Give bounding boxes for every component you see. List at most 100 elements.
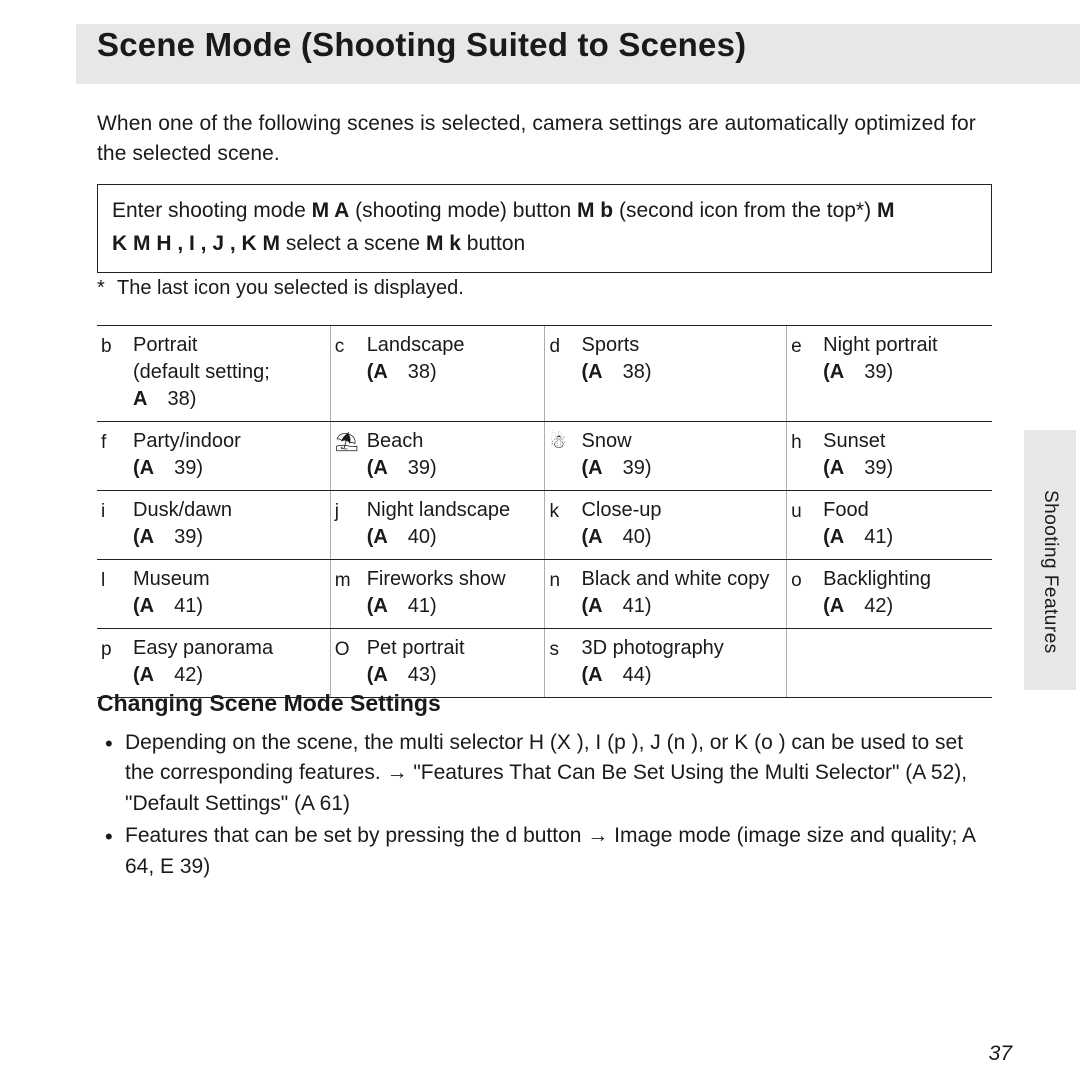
scene-cell: nBlack and white copy(A 41) <box>544 560 786 628</box>
side-section-tab: Shooting Features <box>1024 430 1076 690</box>
scene-cell-body: Landscape(A 38) <box>367 332 541 413</box>
scene-name: Food <box>823 497 984 524</box>
scene-icon: ⛱ <box>335 428 367 482</box>
scene-page-ref: (A 39) <box>367 455 537 482</box>
list-item: Depending on the scene, the multi select… <box>97 728 992 819</box>
scene-cell-body: Food(A 41) <box>823 497 988 551</box>
scene-name: Sports <box>581 332 778 359</box>
scene-cell: dSports(A 38) <box>544 326 786 421</box>
scene-name: Backlighting <box>823 566 984 593</box>
asterisk-icon: * <box>97 277 117 300</box>
scene-icon: c <box>335 332 367 413</box>
scene-name: Snow <box>581 428 778 455</box>
side-tab-label: Shooting Features <box>1039 490 1061 654</box>
subsection-heading: Changing Scene Mode Settings <box>97 690 441 717</box>
scene-page-ref: A 38) <box>133 386 322 413</box>
scene-name: Portrait <box>133 332 322 359</box>
scene-page-ref: (A 41) <box>133 593 322 620</box>
scene-icon: j <box>335 497 367 551</box>
scene-cell-body: Night portrait(A 39) <box>823 332 988 413</box>
list-item: Features that can be set by pressing the… <box>97 821 992 882</box>
table-row: pEasy panorama(A 42)OPet portrait(A 43)s… <box>97 629 992 698</box>
nav-key: M k <box>426 232 461 255</box>
scene-cell-body: Black and white copy(A 41) <box>581 566 782 620</box>
scene-page-ref: (A 38) <box>367 359 537 386</box>
scene-cell: bPortrait(default setting;A 38) <box>97 326 330 421</box>
nav-key: K M H , I , J , K M <box>112 232 280 255</box>
scene-icon: h <box>791 428 823 482</box>
nav-key: M <box>877 199 895 222</box>
scene-cell: kClose-up(A 40) <box>544 491 786 559</box>
scene-cell: hSunset(A 39) <box>786 422 992 490</box>
scene-name: Fireworks show <box>367 566 537 593</box>
scene-page-ref: (A 40) <box>367 524 537 551</box>
scene-cell-body: Museum(A 41) <box>133 566 326 620</box>
nav-key: M A <box>312 199 350 222</box>
scene-cell: fParty/indoor(A 39) <box>97 422 330 490</box>
scene-cell: eNight portrait(A 39) <box>786 326 992 421</box>
nav-text: button <box>461 232 525 255</box>
table-row: iDusk/dawn(A 39)jNight landscape(A 40)kC… <box>97 491 992 560</box>
scene-icon: e <box>791 332 823 413</box>
scene-page-ref: (A 39) <box>133 455 322 482</box>
scene-name: Pet portrait <box>367 635 537 662</box>
scene-page-ref: (A 42) <box>133 662 322 689</box>
scene-cell-body: Beach(A 39) <box>367 428 541 482</box>
nav-text: select a scene <box>280 232 426 255</box>
scene-cell: oBacklighting(A 42) <box>786 560 992 628</box>
scene-icon: d <box>549 332 581 413</box>
scene-cell: pEasy panorama(A 42) <box>97 629 330 697</box>
scene-cell-body: Sports(A 38) <box>581 332 782 413</box>
footnote-text: The last icon you selected is displayed. <box>117 277 464 299</box>
footnote: *The last icon you selected is displayed… <box>97 277 992 300</box>
scene-name: Beach <box>367 428 537 455</box>
scene-icon: O <box>335 635 367 689</box>
bullet-list: Depending on the scene, the multi select… <box>97 728 992 884</box>
scene-subtext: (default setting; <box>133 359 322 386</box>
scene-cell-body: Sunset(A 39) <box>823 428 988 482</box>
nav-text: (second icon from the top*) <box>613 199 877 222</box>
table-row: fParty/indoor(A 39)⛱Beach(A 39)☃Snow(A 3… <box>97 422 992 491</box>
scene-cell: OPet portrait(A 43) <box>330 629 545 697</box>
scene-name: Party/indoor <box>133 428 322 455</box>
scene-name: Night portrait <box>823 332 984 359</box>
scene-name: Landscape <box>367 332 537 359</box>
scene-cell: uFood(A 41) <box>786 491 992 559</box>
scene-page-ref: (A 41) <box>823 524 984 551</box>
navigation-path-box: Enter shooting mode M A (shooting mode) … <box>97 184 992 273</box>
scene-name: Museum <box>133 566 322 593</box>
page-number: 37 <box>989 1042 1012 1066</box>
scene-cell-body: Pet portrait(A 43) <box>367 635 541 689</box>
scene-name: Dusk/dawn <box>133 497 322 524</box>
scene-icon: s <box>549 635 581 689</box>
scene-icon: n <box>549 566 581 620</box>
scene-cell: lMuseum(A 41) <box>97 560 330 628</box>
scene-cell <box>786 629 992 697</box>
scene-cell-body: 3D photography(A 44) <box>581 635 782 689</box>
scene-cell-body: Backlighting(A 42) <box>823 566 988 620</box>
scene-cell: ☃Snow(A 39) <box>544 422 786 490</box>
nav-text: Enter shooting mode <box>112 199 312 222</box>
scene-cell-body: Dusk/dawn(A 39) <box>133 497 326 551</box>
scene-icon: l <box>101 566 133 620</box>
scene-name: Night landscape <box>367 497 537 524</box>
table-row: lMuseum(A 41)mFireworks show(A 41)nBlack… <box>97 560 992 629</box>
scene-cell: mFireworks show(A 41) <box>330 560 545 628</box>
scene-name: Close-up <box>581 497 778 524</box>
scene-icon: f <box>101 428 133 482</box>
scene-cell: s3D photography(A 44) <box>544 629 786 697</box>
scene-name: 3D photography <box>581 635 778 662</box>
scene-page-ref: (A 38) <box>581 359 778 386</box>
scene-mode-table: bPortrait(default setting;A 38)cLandscap… <box>97 325 992 698</box>
scene-page-ref: (A 42) <box>823 593 984 620</box>
scene-cell-body: Fireworks show(A 41) <box>367 566 541 620</box>
scene-icon: p <box>101 635 133 689</box>
scene-page-ref: (A 39) <box>581 455 778 482</box>
intro-paragraph: When one of the following scenes is sele… <box>97 109 987 170</box>
page-title: Scene Mode (Shooting Suited to Scenes) <box>97 26 746 64</box>
scene-cell-body: Snow(A 39) <box>581 428 782 482</box>
nav-key: M b <box>577 199 613 222</box>
scene-icon: u <box>791 497 823 551</box>
scene-cell: ⛱Beach(A 39) <box>330 422 545 490</box>
scene-page-ref: (A 40) <box>581 524 778 551</box>
